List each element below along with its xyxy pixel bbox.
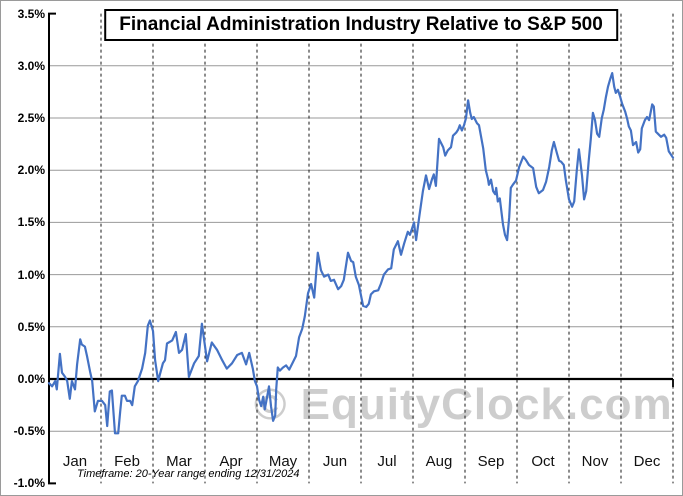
timeframe-footnote: Timeframe: 20-Year range ending 12/31/20… [77, 468, 300, 480]
equityclock-watermark: © EquityClock.com [254, 380, 673, 429]
y-axis-line [48, 12, 56, 485]
chart-title: Financial Administration Industry Relati… [104, 9, 618, 41]
seasonality-line [47, 71, 675, 435]
